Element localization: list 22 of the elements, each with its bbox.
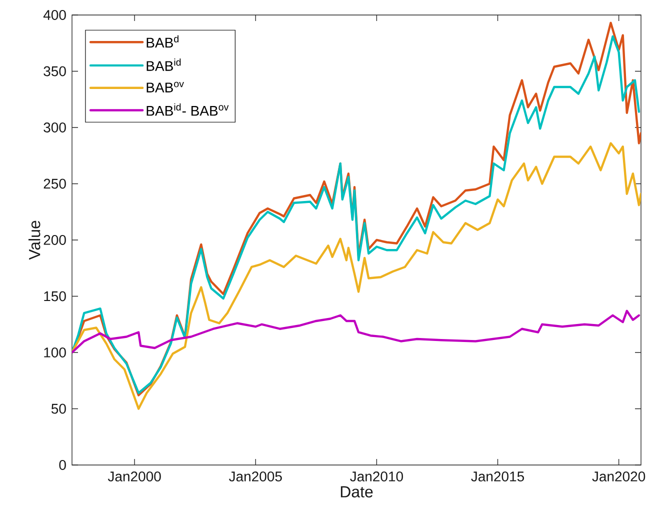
y-tick-label: 300 [44,122,66,132]
legend-label: BAB$^{d}$ [146,35,178,48]
legend-label: BAB$^{id}$ [146,58,181,71]
y-tick-label: 400 [43,10,66,20]
line-series [72,310,640,354]
y-tick-label: 350 [44,66,66,76]
line-series [72,142,641,410]
x-tick-label: Jan2005 [228,472,282,482]
x-tick-label: Jan2020 [592,472,646,482]
x-tick-label: Jan2015 [471,472,524,482]
y-tick-label: 0 [59,460,66,470]
y-tick-label: 250 [44,178,66,189]
x-tick-label: Jan2010 [350,472,403,482]
y-tick-label: 200 [44,235,66,245]
x-tick-label: Jan2000 [108,472,161,482]
x-axis-title: Date [340,486,373,498]
legend-label: BAB$^{ov}$ [146,82,184,92]
y-tick-label: 150 [44,291,66,302]
y-axis-title: Value [28,220,40,260]
y-tick-label: 100 [44,348,66,358]
y-tick-label: 50 [51,404,66,414]
legend-label: BAB$^{id}$- BAB$^{ov}$ [146,103,229,116]
